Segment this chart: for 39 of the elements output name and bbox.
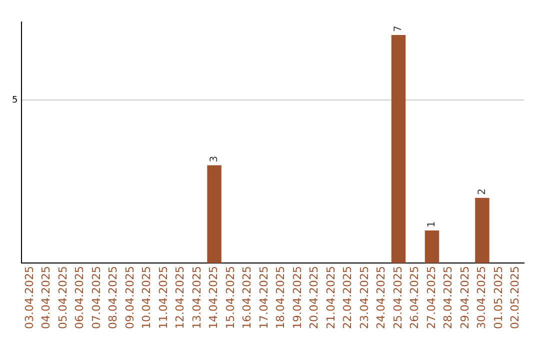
x-tick-label: 04.04.2025 (40, 266, 53, 330)
x-tick-label: 27.04.2025 (424, 266, 438, 330)
x-tick-label: 18.04.2025 (274, 266, 288, 330)
x-tick-label: 14.04.2025 (207, 266, 220, 330)
x-tick-label: 09.04.2025 (123, 266, 136, 330)
x-tick-label: 21.04.2025 (324, 266, 338, 330)
data-label: 7 (393, 26, 404, 32)
x-tick-label: 20.04.2025 (308, 266, 321, 330)
x-tick-label: 16.04.2025 (240, 266, 254, 330)
bar (475, 198, 490, 264)
bar (391, 35, 406, 264)
bar (424, 230, 440, 264)
data-label: 1 (426, 221, 438, 228)
data-label: 3 (208, 156, 220, 162)
x-tick-label: 01.05.2025 (492, 266, 505, 330)
x-tick-label: 23.04.2025 (358, 266, 371, 330)
x-tick-label: 24.04.2025 (374, 266, 388, 330)
x-tick-label: 07.04.2025 (90, 266, 103, 330)
x-tick-label: 15.04.2025 (224, 266, 237, 330)
x-tick-label: 13.04.2025 (190, 266, 204, 330)
y-tick-label: 5 (12, 96, 18, 106)
x-tick-label: 25.04.2025 (391, 266, 404, 330)
data-label: 2 (476, 188, 488, 195)
x-tick-label: 17.04.2025 (257, 266, 270, 330)
x-tick-label: 19.04.2025 (290, 266, 304, 330)
x-tick-label: 11.04.2025 (156, 266, 170, 330)
x-tick-label: 02.05.2025 (508, 266, 522, 330)
x-tick-label: 06.04.2025 (73, 266, 86, 330)
x-tick-label: 08.04.2025 (106, 266, 120, 330)
x-tick-label: 28.04.2025 (442, 266, 455, 330)
x-tick-label: 10.04.2025 (140, 266, 154, 330)
x-tick-label: 22.04.2025 (341, 266, 354, 330)
x-tick-label: 12.04.2025 (174, 266, 187, 330)
x-tick-label: 05.04.2025 (56, 266, 70, 330)
x-tick-label: 29.04.2025 (458, 266, 472, 330)
x-tick-label: 26.04.2025 (408, 266, 422, 330)
bar (207, 165, 222, 264)
x-tick-label: 03.04.2025 (22, 266, 36, 330)
x-tick-label: 30.04.2025 (475, 266, 488, 330)
